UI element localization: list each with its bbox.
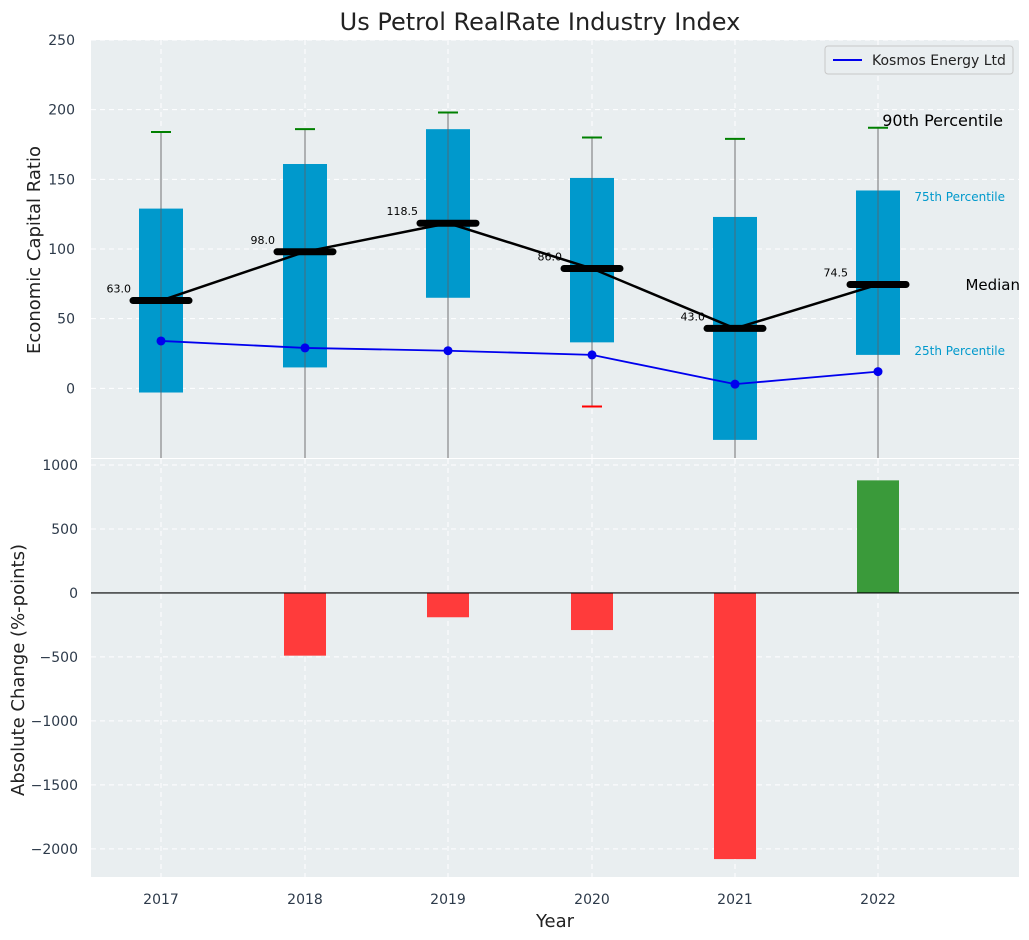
median-value-label: 74.5 — [824, 267, 849, 280]
top-y-tick-label: 0 — [66, 381, 75, 397]
kosmos-point — [300, 343, 310, 353]
annotation-90th-percentile: 90th Percentile — [882, 111, 1003, 130]
x-ticks: 2017 2018 2019 2020 2021 2022 — [143, 892, 896, 908]
median-value-label: 118.5 — [387, 205, 419, 218]
median-value-label: 63.0 — [107, 283, 132, 296]
change-bar — [284, 592, 326, 656]
median-value-label: 43.0 — [681, 310, 706, 323]
x-tick-label: 2018 — [287, 892, 323, 908]
kosmos-point — [156, 336, 166, 346]
top-y-ticks: 0 50 100 150 200 250 — [48, 33, 75, 397]
kosmos-point — [587, 350, 597, 360]
kosmos-series — [156, 336, 883, 389]
kosmos-point — [730, 379, 740, 389]
kosmos-point — [873, 367, 883, 377]
median-line — [160, 221, 879, 330]
kosmos-line — [160, 340, 879, 386]
median-value-label: 98.0 — [251, 234, 276, 247]
median-value-label: 86.0 — [538, 251, 563, 264]
x-tick-label: 2020 — [574, 892, 610, 908]
annotation-median: Median — [965, 276, 1020, 294]
change-bar — [857, 480, 899, 593]
top-y-tick-label: 50 — [57, 312, 75, 328]
chart-title: Us Petrol RealRate Industry Index — [340, 8, 741, 36]
annotation-75th-percentile: 75th Percentile — [914, 190, 1005, 204]
x-tick-label: 2021 — [717, 892, 753, 908]
x-tick-label: 2022 — [860, 892, 896, 908]
x-tick-label: 2019 — [430, 892, 466, 908]
top-y-axis-label: Economic Capital Ratio — [24, 146, 45, 354]
bottom-y-tick-label: 1000 — [42, 458, 78, 474]
top-y-tick-label: 250 — [48, 33, 75, 49]
top-y-tick-label: 100 — [48, 242, 75, 258]
x-axis-label: Year — [535, 911, 575, 932]
bottom-y-tick-label: 500 — [51, 522, 78, 538]
bottom-y-tick-label: −1500 — [31, 778, 78, 794]
bottom-y-tick-label: 0 — [69, 586, 78, 602]
legend: Kosmos Energy Ltd — [824, 45, 1014, 75]
annotation-25th-percentile: 25th Percentile — [914, 344, 1005, 358]
bottom-y-ticks: −2000 −1500 −1000 −500 0 500 1000 — [31, 458, 78, 858]
change-bar — [714, 592, 756, 860]
top-y-tick-label: 200 — [48, 103, 75, 119]
top-y-tick-label: 150 — [48, 172, 75, 188]
x-tick-label: 2017 — [143, 892, 179, 908]
bottom-y-tick-label: −1000 — [31, 714, 78, 730]
bottom-y-axis-label: Absolute Change (%-points) — [8, 544, 29, 796]
bottom-y-tick-label: −500 — [40, 650, 78, 666]
change-bar — [427, 592, 469, 618]
bottom-y-tick-label: −2000 — [31, 842, 78, 858]
kosmos-point — [443, 346, 453, 356]
legend-box — [824, 45, 1014, 75]
change-bar — [571, 592, 613, 631]
box-plot: 63.0 98.0 118.5 86.0 43.0 74.5 — [107, 111, 910, 458]
legend-label-kosmos: Kosmos Energy Ltd — [872, 53, 1006, 69]
bar-chart — [91, 480, 1019, 860]
